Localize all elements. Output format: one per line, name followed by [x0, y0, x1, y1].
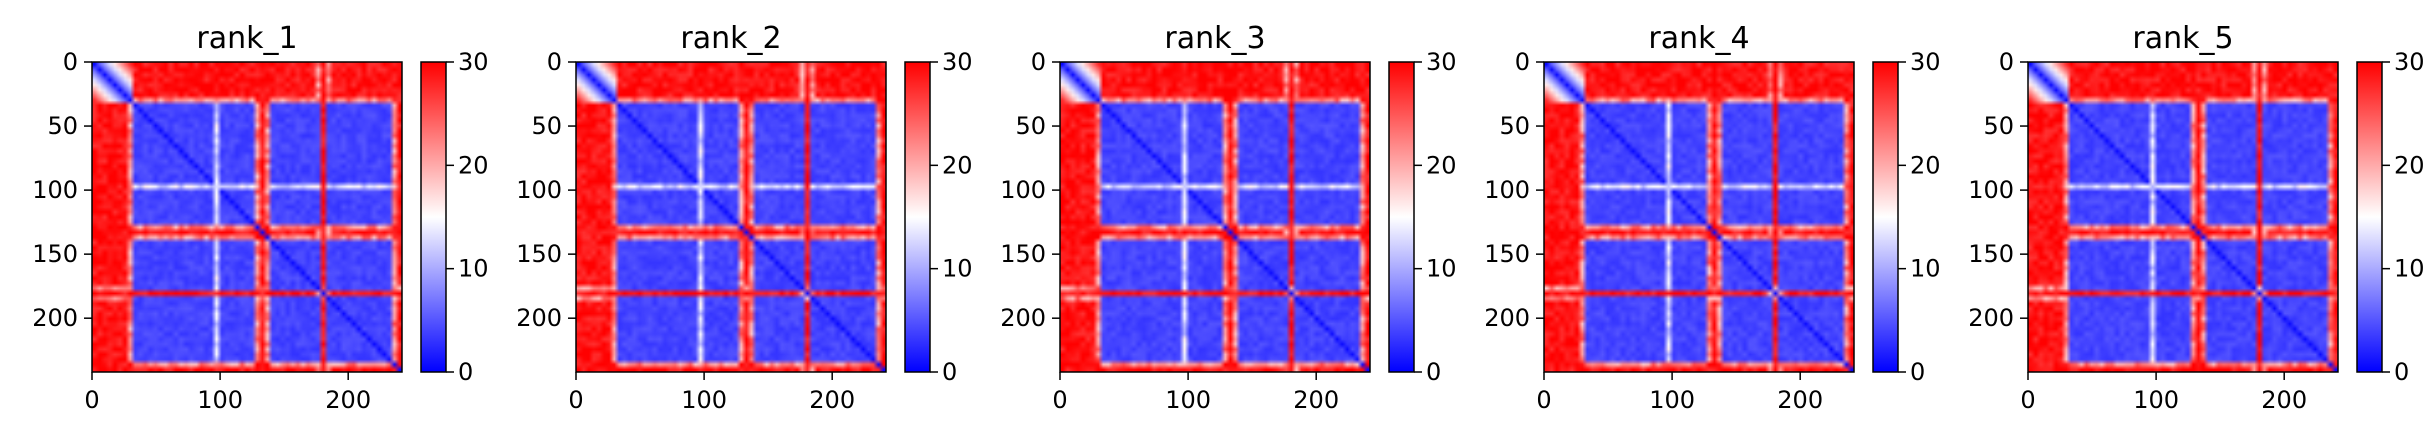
y-tick-label: 50	[1983, 112, 2014, 140]
x-tick-label: 0	[1052, 386, 1067, 414]
colorbar-frame	[2356, 61, 2383, 373]
axis-frame	[91, 61, 403, 373]
colorbar-tick-label: 20	[2394, 151, 2425, 179]
y-tick-label: 200	[32, 304, 78, 332]
colorbar-frame	[420, 61, 447, 373]
x-tick-label: 100	[1165, 386, 1211, 414]
y-tick-label: 200	[1968, 304, 2014, 332]
x-tick-label: 100	[681, 386, 727, 414]
colorbar-tick-label: 20	[1426, 151, 1457, 179]
x-tick-label: 200	[809, 386, 855, 414]
colorbar-tick-label: 10	[1426, 255, 1457, 283]
colorbar-tick-label: 30	[942, 48, 973, 76]
y-tick-label: 100	[516, 176, 562, 204]
colorbar-tick-label: 0	[458, 358, 473, 386]
colorbar-frame	[1872, 61, 1899, 373]
x-tick-label: 0	[84, 386, 99, 414]
colorbar-tick-label: 0	[1910, 358, 1925, 386]
x-tick-label: 100	[1649, 386, 1695, 414]
y-tick-label: 0	[1515, 48, 1530, 76]
x-tick-label: 0	[2020, 386, 2035, 414]
y-tick-label: 50	[1499, 112, 1530, 140]
subplot-4: rank_4 0 100 200 0 50 100 150 200 0 10 20 30	[1484, 21, 1940, 414]
colorbar-tick-label: 20	[1910, 151, 1941, 179]
heatmap-image	[576, 62, 886, 372]
subplot-2: rank_2 0 100 200 0 50 100 150 200 0 10 20 30	[516, 21, 972, 414]
colorbar-tick-label: 0	[942, 358, 957, 386]
y-tick-label: 200	[1000, 304, 1046, 332]
colorbar-tick-label: 20	[942, 151, 973, 179]
subplot-title: rank_5	[2132, 21, 2233, 56]
y-tick-label: 100	[1968, 176, 2014, 204]
colorbar	[905, 62, 930, 372]
colorbar-tick-label: 10	[942, 255, 973, 283]
colorbar-tick-label: 30	[458, 48, 489, 76]
colorbar-frame	[904, 61, 931, 373]
x-tick-label: 200	[1777, 386, 1823, 414]
subplot-title: rank_1	[196, 21, 297, 56]
x-tick-label: 100	[197, 386, 243, 414]
axis-frame	[1059, 61, 1371, 373]
colorbar	[1389, 62, 1414, 372]
y-tick-label: 100	[1000, 176, 1046, 204]
colorbar-tick-label: 30	[1910, 48, 1941, 76]
subplot-5: rank_5 0 100 200 0 50 100 150 200 0 10 20 30	[1968, 21, 2424, 414]
colorbar-tick-label: 10	[1910, 255, 1941, 283]
subplot-title: rank_4	[1648, 21, 1749, 56]
heatmap-image	[1060, 62, 1370, 372]
subplot-1: rank_1 0 100 200 0 50 100 150 200 0 10 20 30	[32, 21, 488, 414]
x-tick-label: 0	[568, 386, 583, 414]
y-tick-label: 100	[32, 176, 78, 204]
y-tick-label: 200	[1484, 304, 1530, 332]
colorbar-tick-label: 30	[1426, 48, 1457, 76]
x-tick-label: 200	[325, 386, 371, 414]
colorbar	[421, 62, 446, 372]
subplot-title: rank_3	[1164, 21, 1265, 56]
colorbar-tick-label: 10	[2394, 255, 2425, 283]
y-tick-label: 150	[1000, 240, 1046, 268]
colorbar-tick-label: 10	[458, 255, 489, 283]
subplot-title: rank_2	[680, 21, 781, 56]
x-tick-label: 100	[2133, 386, 2179, 414]
heatmap-image	[92, 62, 402, 372]
y-tick-label: 0	[1031, 48, 1046, 76]
x-tick-label: 0	[1536, 386, 1551, 414]
axis-frame	[575, 61, 887, 373]
heatmap-image	[2028, 62, 2338, 372]
axis-frame	[2027, 61, 2339, 373]
colorbar	[2357, 62, 2382, 372]
x-tick-label: 200	[1293, 386, 1339, 414]
colorbar-frame	[1388, 61, 1415, 373]
y-tick-label: 200	[516, 304, 562, 332]
y-tick-label: 0	[63, 48, 78, 76]
subplot-3: rank_3 0 100 200 0 50 100 150 200 0 10 20 30	[1000, 21, 1456, 414]
colorbar-tick-label: 0	[2394, 358, 2409, 386]
y-tick-label: 50	[531, 112, 562, 140]
axis-frame	[1543, 61, 1855, 373]
y-tick-label: 150	[1484, 240, 1530, 268]
y-tick-label: 0	[547, 48, 562, 76]
y-tick-label: 50	[47, 112, 78, 140]
y-tick-label: 100	[1484, 176, 1530, 204]
colorbar-tick-label: 0	[1426, 358, 1441, 386]
y-tick-label: 50	[1015, 112, 1046, 140]
y-tick-label: 150	[516, 240, 562, 268]
x-tick-label: 200	[2261, 386, 2307, 414]
colorbar-tick-label: 20	[458, 151, 489, 179]
y-tick-label: 0	[1999, 48, 2014, 76]
heatmap-image	[1544, 62, 1854, 372]
colorbar	[1873, 62, 1898, 372]
y-tick-label: 150	[1968, 240, 2014, 268]
y-tick-label: 150	[32, 240, 78, 268]
colorbar-tick-label: 30	[2394, 48, 2425, 76]
